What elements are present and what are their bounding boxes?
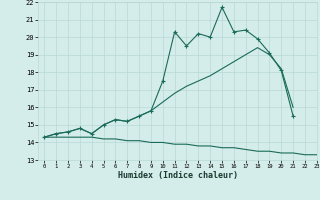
X-axis label: Humidex (Indice chaleur): Humidex (Indice chaleur)	[118, 171, 238, 180]
